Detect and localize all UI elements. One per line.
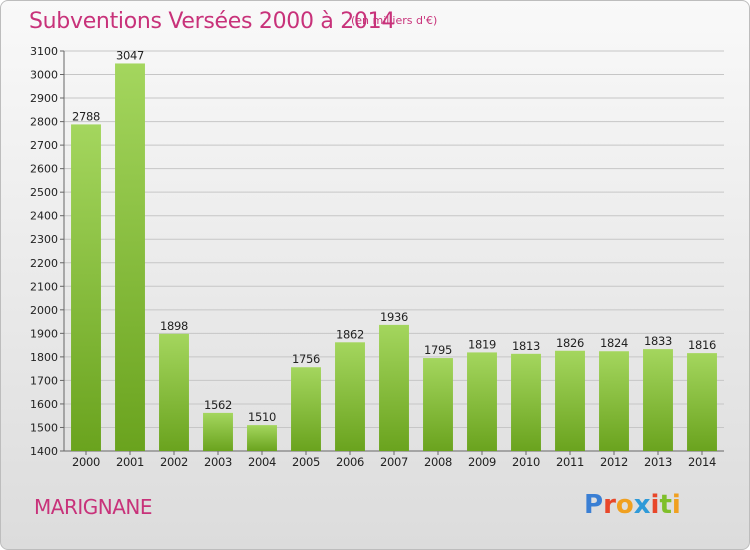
logo-letter: P: [584, 490, 604, 520]
proxiti-logo: Proxiti: [584, 490, 681, 520]
bars: [71, 63, 717, 452]
value-label-2009: 1819: [468, 337, 496, 351]
bar-2013: [643, 349, 673, 451]
y-tick-label: 1400: [30, 445, 58, 458]
bar-2012: [599, 351, 629, 451]
x-tick-label-2000: 2000: [72, 455, 100, 469]
bar-2001: [115, 63, 145, 452]
x-tick-label-2011: 2011: [556, 455, 584, 469]
value-label-2007: 1936: [380, 310, 408, 324]
y-tick-label: 1600: [30, 398, 58, 411]
bar-2009: [467, 352, 497, 451]
value-label-2001: 3047: [116, 48, 144, 62]
y-tick-label: 1500: [30, 421, 58, 434]
bar-2007: [379, 324, 409, 451]
bar-2003: [203, 412, 233, 451]
bar-2014: [687, 353, 717, 451]
x-tick-label-2006: 2006: [336, 455, 364, 469]
x-tick-label-2013: 2013: [644, 455, 672, 469]
value-label-2010: 1813: [512, 339, 540, 353]
value-label-2002: 1898: [160, 319, 188, 333]
x-tick-label-2003: 2003: [204, 455, 232, 469]
value-label-2003: 1562: [204, 398, 232, 412]
value-label-2012: 1824: [600, 336, 628, 350]
x-tick-label-2005: 2005: [292, 455, 320, 469]
bar-2011: [555, 350, 585, 451]
y-tick-label: 2300: [30, 233, 58, 246]
y-tick-label: 3100: [30, 45, 58, 58]
y-tick-label: 1700: [30, 374, 58, 387]
logo-letter: i: [671, 490, 681, 520]
bar-2010: [511, 353, 541, 451]
logo-letter: r: [603, 490, 616, 520]
y-tick-label: 2700: [30, 139, 58, 152]
y-tick-label: 2000: [30, 304, 58, 317]
commune-name: MARIGNANE: [34, 495, 152, 519]
x-tick-label-2010: 2010: [512, 455, 540, 469]
bar-2000: [71, 124, 101, 451]
value-label-2005: 1756: [292, 352, 320, 366]
bar-2004: [247, 425, 277, 451]
y-tick-label: 2500: [30, 186, 58, 199]
y-tick-label: 2800: [30, 116, 58, 129]
value-label-2008: 1795: [424, 343, 452, 357]
y-tick-label: 2400: [30, 210, 58, 223]
y-tick-label: 2900: [30, 92, 58, 105]
value-label-2014: 1816: [688, 338, 716, 352]
x-tick-label-2009: 2009: [468, 455, 496, 469]
value-labels: 2788 3047 1898 1562 1510 1756 1862 1936 1795 1819…: [72, 48, 716, 424]
y-tick-label: 1900: [30, 327, 58, 340]
x-tick-label-2002: 2002: [160, 455, 188, 469]
logo-letter: t: [659, 490, 672, 520]
y-tick-label: 2200: [30, 257, 58, 270]
y-tick-label: 2100: [30, 280, 58, 293]
bar-2002: [159, 333, 189, 451]
x-tick-label-2012: 2012: [600, 455, 628, 469]
value-label-2011: 1826: [556, 336, 584, 350]
value-label-2013: 1833: [644, 334, 672, 348]
value-label-2004: 1510: [248, 410, 276, 424]
y-tick-label: 1800: [30, 351, 58, 364]
x-tick-label-2004: 2004: [248, 455, 276, 469]
chart-title: Subventions Versées 2000 à 2014: [29, 9, 396, 34]
logo-letter: o: [615, 490, 634, 520]
y-tick-label: 3000: [30, 69, 58, 82]
bar-2006: [335, 342, 365, 451]
x-tick-label-2007: 2007: [380, 455, 408, 469]
value-label-2000: 2788: [72, 109, 100, 123]
x-tick-label-2008: 2008: [424, 455, 452, 469]
unit-note: (en milliers d'€): [351, 14, 438, 27]
logo-letter: i: [650, 490, 660, 520]
bar-2008: [423, 358, 453, 451]
value-label-2006: 1862: [336, 327, 364, 341]
x-tick-label-2001: 2001: [116, 455, 144, 469]
logo-letter: x: [633, 490, 651, 520]
y-tick-label: 2600: [30, 163, 58, 176]
x-tick-label-2014: 2014: [688, 455, 716, 469]
bar-2005: [291, 367, 321, 451]
